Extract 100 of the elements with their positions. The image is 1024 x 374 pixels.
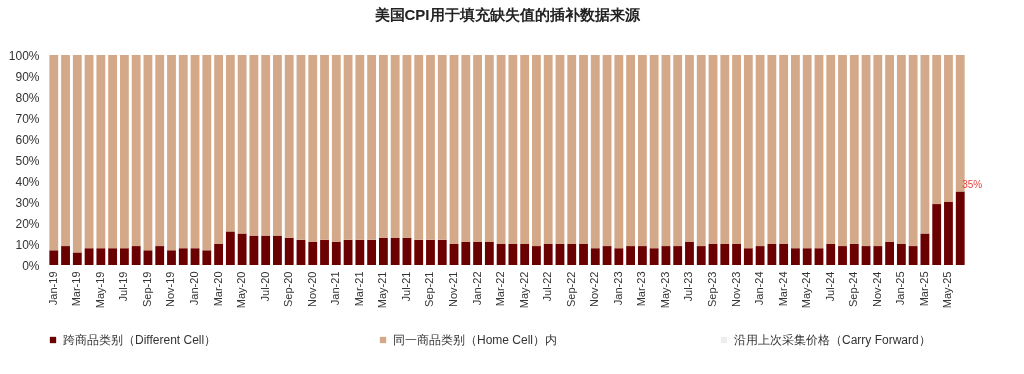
bar (378, 237, 388, 265)
x-tick-label: Jan-20 (188, 271, 201, 306)
bar (473, 55, 482, 242)
bar (920, 55, 930, 234)
x-tick-label: Nov-20 (305, 271, 318, 307)
bar (661, 246, 671, 265)
bar (896, 55, 906, 244)
bar (708, 244, 718, 265)
bar (873, 55, 883, 247)
bar (367, 55, 377, 240)
bar (61, 55, 70, 247)
bar (555, 55, 565, 244)
bar (426, 239, 435, 265)
bar (661, 55, 671, 247)
bar (861, 55, 871, 247)
bar (838, 246, 847, 265)
bar (743, 248, 753, 265)
bar (167, 250, 176, 265)
bar (96, 248, 106, 265)
bar (296, 239, 306, 265)
bar (343, 55, 353, 240)
bar (873, 246, 883, 265)
bar (944, 202, 953, 265)
bar (814, 55, 824, 249)
bar (178, 55, 188, 249)
bar (496, 244, 506, 265)
bar (908, 55, 918, 247)
bar (96, 55, 106, 249)
bar (649, 248, 659, 265)
bar (579, 55, 588, 244)
x-tick-label: Nov-22 (588, 271, 601, 307)
bar (461, 241, 471, 265)
bar (449, 244, 459, 265)
bar (237, 55, 247, 234)
y-tick-label: 80% (15, 90, 40, 105)
x-tick-label: Jul-20 (258, 271, 271, 302)
bar (402, 237, 412, 265)
x-tick-label: Jul-22 (541, 271, 554, 302)
x-tick-label: Nov-23 (729, 271, 742, 307)
x-tick-label: May-21 (376, 271, 389, 309)
x-tick-label: Mar-22 (494, 271, 507, 307)
bar (296, 55, 306, 240)
bar (932, 55, 942, 205)
bar (461, 55, 471, 242)
bar (437, 239, 447, 265)
bar (402, 55, 412, 238)
x-tick-label: Jan-21 (329, 271, 342, 306)
bar (720, 244, 730, 265)
x-tick-label: Nov-19 (164, 271, 177, 307)
bar (649, 55, 659, 249)
bar (225, 55, 235, 232)
bar (320, 239, 329, 265)
y-tick-label: 60% (15, 132, 40, 147)
bar (225, 231, 235, 265)
x-tick-label: Mar-24 (776, 271, 789, 307)
bar (108, 248, 118, 265)
bar (273, 235, 282, 265)
bar (108, 55, 118, 249)
bar (72, 55, 82, 253)
bar (249, 235, 259, 265)
bar (602, 246, 612, 265)
bar (743, 55, 753, 249)
bar (273, 55, 282, 236)
x-tick-label: Jul-21 (399, 271, 412, 302)
bar (214, 244, 223, 265)
bar (484, 241, 494, 265)
bar (190, 248, 200, 265)
bar (84, 248, 94, 265)
bar (767, 244, 777, 265)
bar (520, 55, 530, 244)
bar (767, 55, 777, 244)
x-tick-label: Jan-22 (470, 271, 483, 306)
bar (637, 246, 647, 265)
bar (732, 244, 741, 265)
bar (131, 55, 141, 247)
x-tick-label: Nov-24 (870, 271, 883, 307)
y-tick-label: 40% (15, 174, 40, 189)
bar (614, 248, 624, 265)
bar (955, 191, 965, 265)
x-tick-label: Mar-25 (917, 271, 930, 307)
x-tick-label: Jul-19 (117, 271, 130, 302)
bar (579, 244, 588, 265)
bar (673, 246, 683, 265)
bar (320, 55, 329, 240)
bar (732, 55, 741, 244)
bar (590, 55, 600, 249)
x-tick-label: Jul-23 (682, 271, 695, 302)
bar (202, 55, 212, 251)
bar (308, 55, 318, 242)
legend-label: 沿用上次采集价格（Carry Forward） (734, 333, 931, 347)
x-tick-label: Jan-19 (46, 271, 59, 306)
bar (685, 241, 694, 265)
x-tick-label: May-20 (235, 271, 248, 309)
bar (508, 244, 518, 265)
bar (814, 248, 824, 265)
bar (826, 55, 836, 244)
x-tick-label: May-25 (941, 271, 954, 309)
bar (779, 55, 789, 244)
bar (496, 55, 506, 244)
y-tick-label: 20% (15, 216, 40, 231)
